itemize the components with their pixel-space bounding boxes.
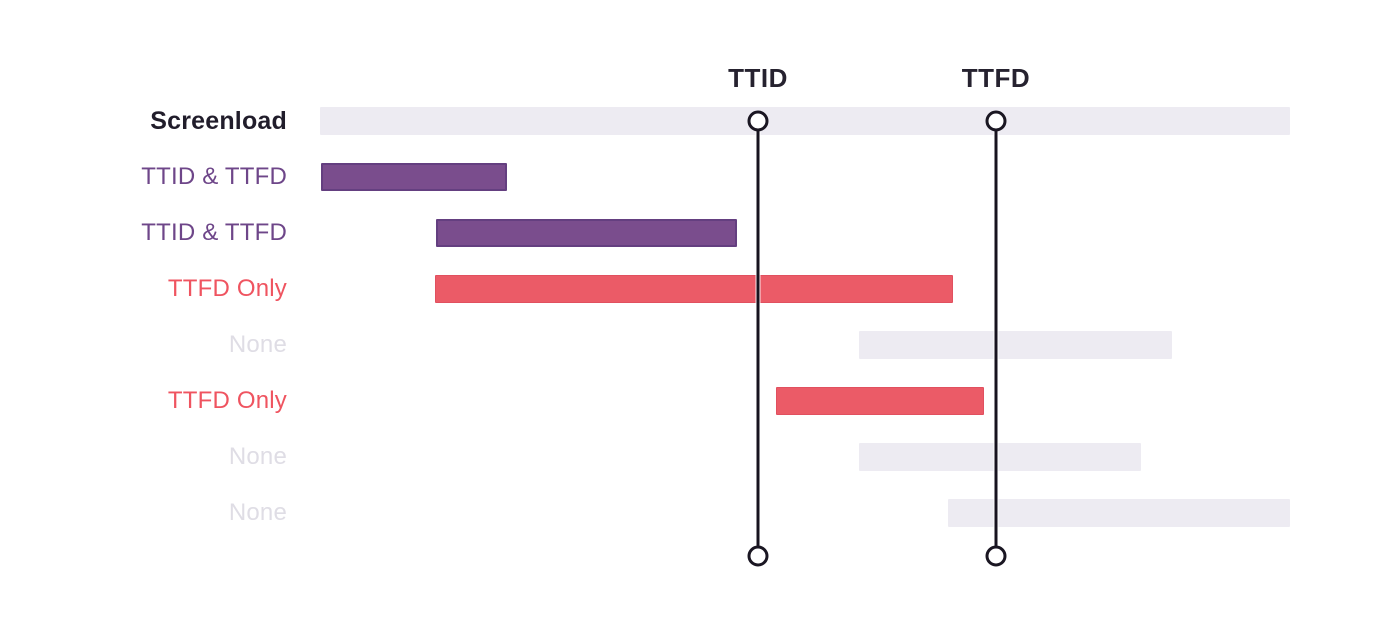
span-bar [435,275,953,303]
marker-endpoint-top-circle [985,110,1007,132]
marker-endpoint-top-circle [747,110,769,132]
marker-label: TTID [728,63,788,93]
row-label: TTID & TTFD [141,219,287,246]
marker-label: TTFD [961,63,1031,93]
span-bar [859,331,1172,359]
marker-line [756,121,760,556]
span-bar [320,107,1290,135]
marker-endpoint-bottom-circle [985,545,1007,567]
row-label: Screenload [150,107,287,135]
row-label: None [228,331,287,358]
row-label: TTFD Only [167,387,287,414]
span-bar [776,387,984,415]
marker-line [994,121,998,556]
row-label: TTID & TTFD [141,163,287,190]
span-bar [948,499,1290,527]
row-label: None [228,499,287,526]
span-bar [321,163,507,191]
row-label: TTFD Only [167,275,287,302]
marker-endpoint-bottom-circle [747,545,769,567]
span-bar [436,219,737,247]
row-label: None [228,443,287,470]
span-bar [859,443,1141,471]
